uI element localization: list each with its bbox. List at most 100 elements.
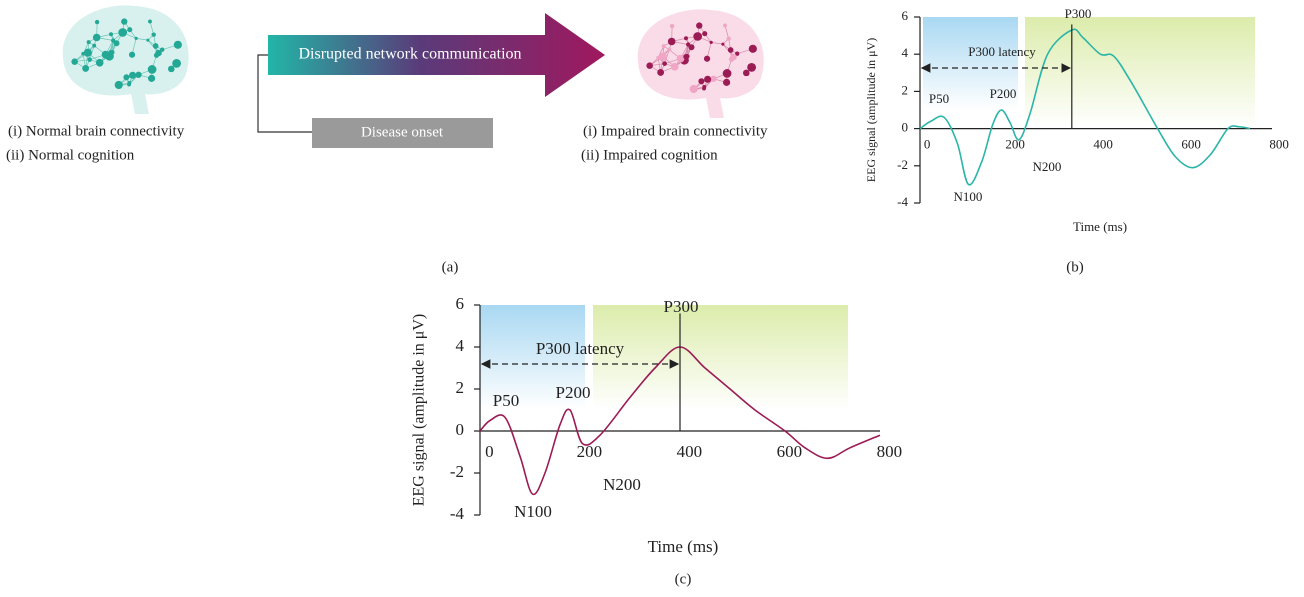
y-tick-label: -4 — [450, 504, 465, 523]
brain-node — [688, 44, 695, 51]
x-tick-label: 800 — [877, 442, 903, 461]
late-window — [593, 305, 848, 410]
x-tick-label: 400 — [1093, 136, 1113, 151]
x-tick-label: 200 — [577, 442, 603, 461]
component-label: N200 — [603, 475, 641, 494]
eeg-line — [919, 28, 1251, 186]
brain-node — [730, 53, 737, 61]
brain-link — [136, 38, 148, 41]
brain-node — [110, 38, 116, 43]
brain-node — [723, 23, 727, 28]
brain-node — [727, 47, 734, 53]
brain-node — [87, 57, 92, 62]
x-tick-label: 600 — [777, 442, 803, 461]
brain-node — [721, 42, 725, 46]
x-tick-label: 400 — [677, 442, 703, 461]
bracket — [257, 54, 312, 133]
brain-node — [86, 40, 91, 45]
component-label: P300 latency — [968, 44, 1036, 59]
component-label: P200 — [556, 383, 591, 402]
normal-item: (ii) Normal cognition — [6, 147, 135, 163]
brain-outline — [637, 9, 764, 118]
x-axis-label: Time (ms) — [648, 537, 719, 556]
component-label: N200 — [1033, 159, 1062, 174]
brain-node — [173, 40, 182, 49]
brain-node — [748, 44, 757, 53]
y-tick-label: 0 — [456, 420, 465, 439]
brain-icons — [62, 5, 764, 118]
brain-node — [114, 80, 123, 90]
y-tick-label: 6 — [456, 294, 465, 313]
component-label: P300 latency — [536, 339, 625, 358]
brain-node — [658, 52, 667, 61]
brain-outline — [62, 5, 189, 114]
y-axis-label: EEG signal (amplitude in μV) — [864, 38, 878, 182]
onset-box — [312, 118, 493, 148]
arrow-label: Disrupted network communication — [298, 46, 521, 63]
brain-node — [667, 37, 676, 46]
brain-node — [696, 22, 703, 29]
component-label: N100 — [954, 189, 983, 204]
y-tick-label: -2 — [897, 157, 908, 172]
brain-node — [71, 58, 78, 65]
brain-node — [108, 50, 114, 56]
brain-node — [646, 62, 653, 69]
x-tick-label: 0 — [924, 136, 931, 151]
brain-link — [711, 42, 723, 45]
panel-caption: (b) — [1066, 259, 1084, 275]
brain-link — [724, 25, 730, 39]
brain-node — [92, 43, 97, 48]
brain-node — [129, 71, 137, 79]
brain-node — [735, 51, 740, 56]
component-label: P50 — [493, 391, 519, 410]
brain-node — [127, 27, 133, 33]
y-tick-label: -4 — [897, 194, 908, 209]
brain-node — [147, 65, 157, 74]
early-window — [480, 305, 585, 410]
x-axis-label: Time (ms) — [1073, 219, 1127, 234]
x-tick-label: 600 — [1181, 136, 1201, 151]
brain-node — [148, 74, 156, 82]
brain-node — [101, 50, 110, 59]
brain-node — [662, 61, 667, 66]
y-tick-label: 2 — [902, 82, 909, 97]
eeg-line — [479, 346, 881, 496]
x-tick-label: 800 — [1269, 136, 1289, 151]
brain-node — [698, 78, 705, 85]
brain-node — [160, 47, 165, 52]
impaired-item: (i) Impaired brain connectivity — [583, 123, 768, 139]
brain-node — [113, 40, 120, 47]
component-label: P50 — [929, 91, 949, 106]
brain-node — [146, 38, 150, 42]
component-label: P300 — [1065, 6, 1092, 21]
progression-arrow — [268, 13, 605, 97]
onset-label: Disease onset — [361, 124, 444, 140]
brain-node — [135, 71, 142, 78]
brain-node — [661, 44, 666, 49]
y-tick-label: 6 — [902, 8, 909, 23]
brain-node — [667, 47, 672, 52]
y-tick-label: 4 — [456, 336, 465, 355]
y-tick-label: 0 — [902, 120, 909, 135]
brain-node — [83, 48, 92, 57]
component-label: N100 — [514, 502, 552, 521]
brain-node — [683, 36, 689, 41]
brain-node — [148, 19, 152, 24]
brain-node — [703, 55, 711, 62]
x-tick-label: 0 — [485, 442, 494, 461]
brain-node — [152, 43, 159, 49]
brain-node — [685, 42, 691, 47]
brain-node — [709, 40, 713, 44]
brain-node — [92, 33, 101, 42]
y-tick-label: 4 — [902, 45, 909, 60]
brain-node — [108, 32, 114, 37]
brain-node — [710, 75, 717, 82]
brain-node — [95, 58, 104, 67]
brain-link — [149, 21, 155, 35]
brain-node — [689, 84, 698, 94]
brain-node — [94, 19, 100, 25]
brain-node — [693, 32, 703, 41]
panel-caption: (c) — [675, 571, 692, 587]
brain-node — [722, 69, 732, 78]
brain-node — [118, 28, 128, 37]
